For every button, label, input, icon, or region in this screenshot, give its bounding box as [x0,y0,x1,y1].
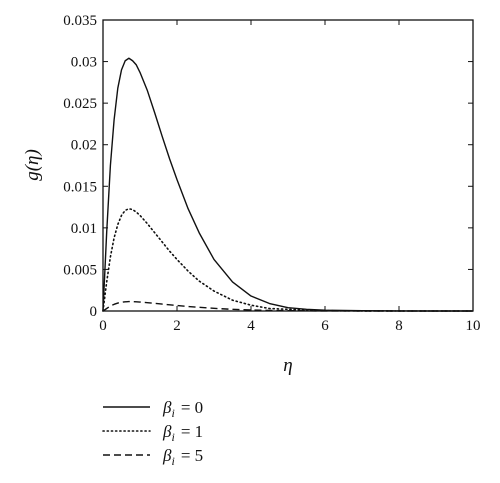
legend-item-0: βi = 0 [103,398,203,420]
y-tick-label: 0.01 [71,221,97,237]
series-line-0 [102,57,473,312]
y-tick-label: 0.035 [63,13,97,29]
legend-label: βi = 1 [162,422,203,444]
legend-value: = 0 [181,398,203,417]
legend-symbol: β [162,422,172,441]
x-tick-label: 2 [173,318,181,334]
y-axis-title: g(η) [22,149,43,181]
legend-label: βi = 0 [162,398,203,420]
legend-item-2: βi = 5 [103,446,203,468]
legend-subscript: i [171,406,174,420]
y-tick-label: 0.03 [71,55,97,71]
legend-label: βi = 5 [162,446,203,468]
y-tick-label: 0.025 [63,96,97,112]
x-axis-title: η [283,355,292,376]
y-tick-label: 0 [90,304,98,320]
legend-value: = 5 [181,446,203,465]
y-tick-label: 0.02 [71,138,97,154]
y-tick-label: 0.005 [63,262,97,278]
y-tick-label: 0.015 [63,179,97,195]
legend-subscript: i [171,454,174,468]
x-tick-label: 6 [321,318,329,334]
series-line-1 [102,207,474,312]
series-line-2 [102,300,473,312]
x-tick-label: 8 [395,318,403,334]
x-tick-label: 0 [99,318,107,334]
legend-symbol: β [162,398,172,417]
legend: βi = 0βi = 1βi = 5 [102,398,203,468]
legend-subscript: i [171,430,174,444]
x-tick-label: 4 [247,318,255,334]
plot-frame [102,19,474,312]
series-layer [102,57,474,312]
legend-item-1: βi = 1 [102,422,203,444]
legend-value: = 1 [181,422,203,441]
legend-symbol: β [162,446,172,465]
x-tick-label: 10 [466,318,481,334]
